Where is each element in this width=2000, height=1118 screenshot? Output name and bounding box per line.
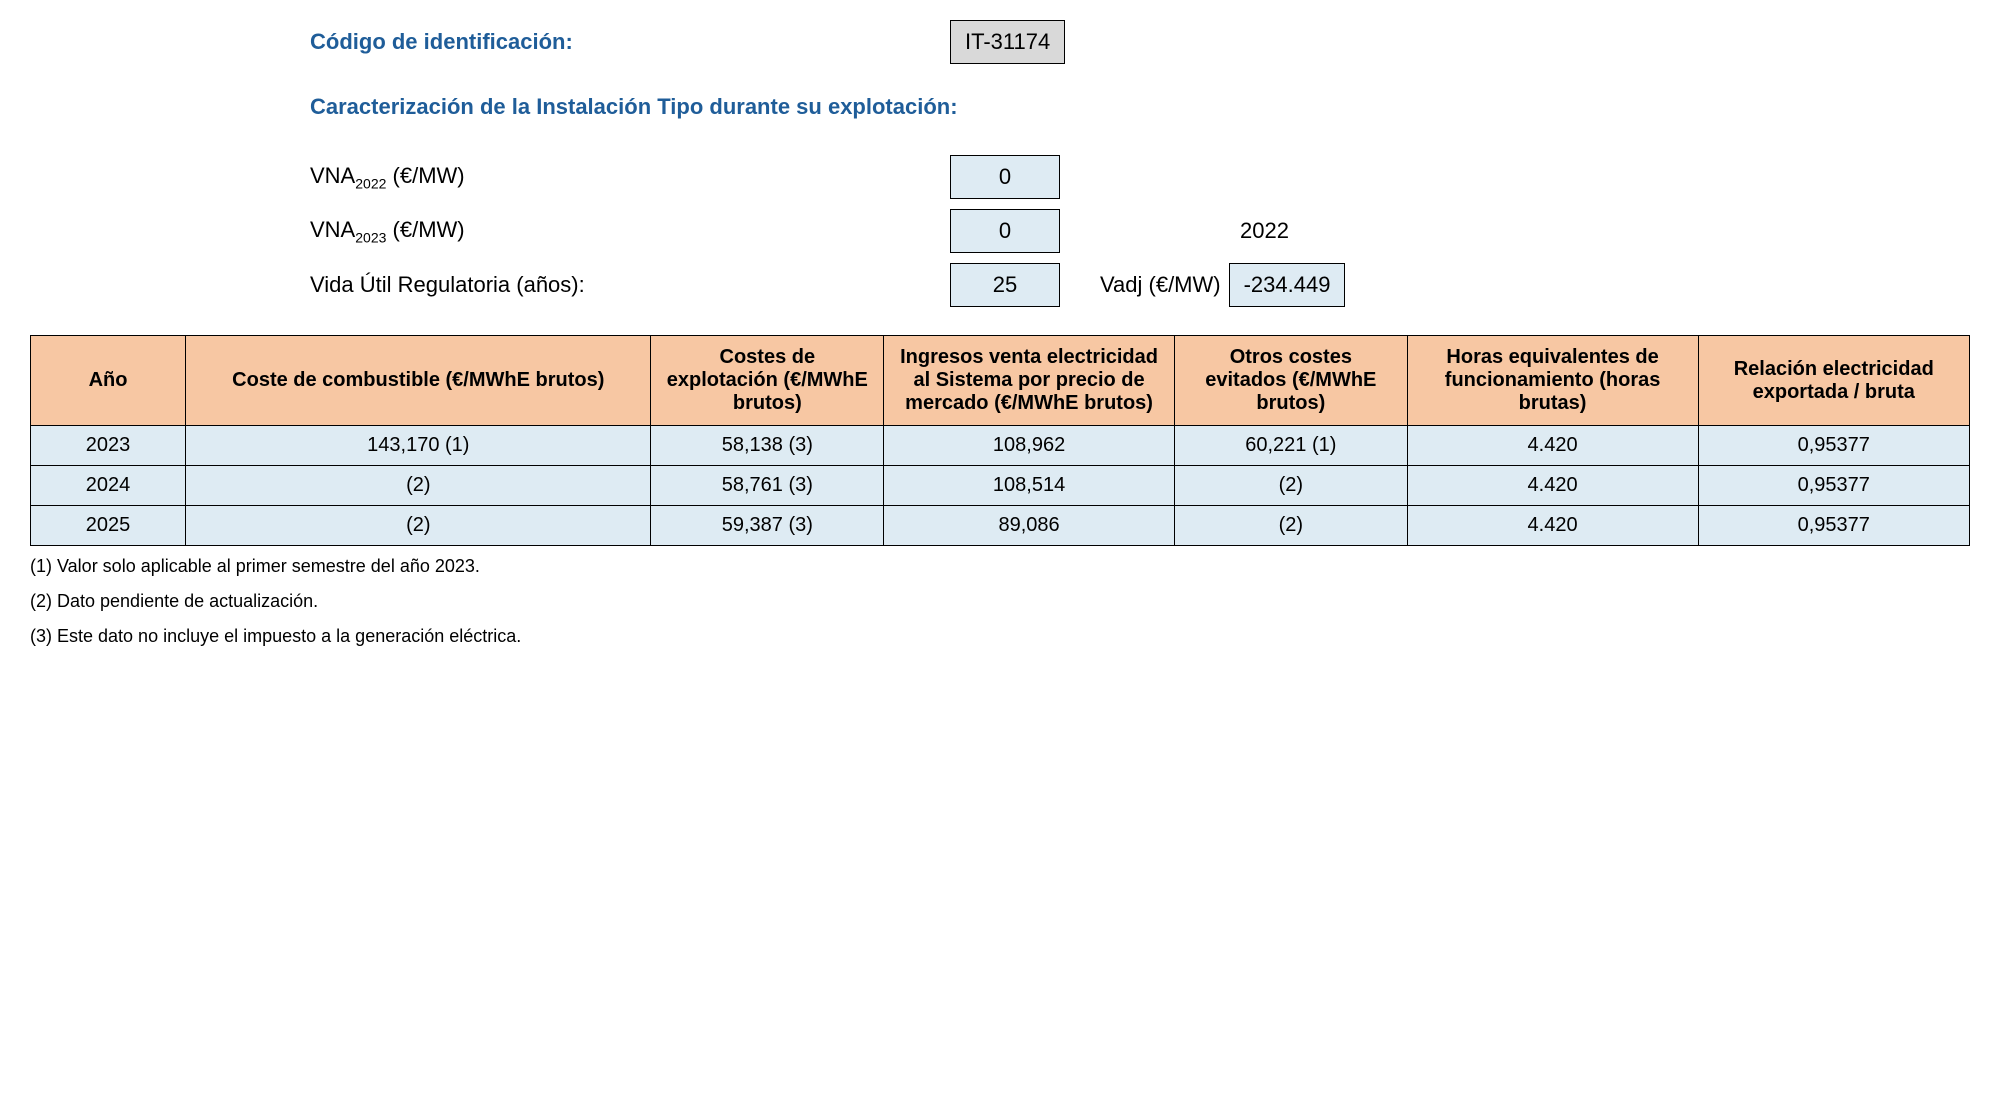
cell-hours: 4.420 [1407, 426, 1698, 466]
footnotes: (1) Valor solo aplicable al primer semes… [30, 556, 1970, 647]
cell-other: (2) [1174, 466, 1407, 506]
cell-other: (2) [1174, 506, 1407, 546]
vida-value: 25 [950, 263, 1060, 307]
section-title: Caracterización de la Instalación Tipo d… [310, 94, 1970, 120]
col-year: Año [31, 336, 186, 426]
vna2023-value: 0 [950, 209, 1060, 253]
vna2022-label: VNA2022 (€/MW) [310, 163, 950, 191]
table-header-row: Año Coste de combustible (€/MWhE brutos)… [31, 336, 1970, 426]
vadj-section: Vadj (€/MW) -234.449 [1100, 263, 1345, 307]
id-value: IT-31174 [950, 20, 1065, 64]
col-cost: Costes de explotación (€/MWhE brutos) [651, 336, 884, 426]
vna2023-row: VNA2023 (€/MW) 0 2022 [310, 209, 1970, 253]
cell-cost: 58,138 (3) [651, 426, 884, 466]
cell-year: 2024 [31, 466, 186, 506]
cell-year: 2025 [31, 506, 186, 546]
vadj-value: -234.449 [1229, 263, 1346, 307]
col-other: Otros costes evitados (€/MWhE brutos) [1174, 336, 1407, 426]
cell-fuel: (2) [186, 466, 651, 506]
data-table: Año Coste de combustible (€/MWhE brutos)… [30, 335, 1970, 546]
cell-cost: 58,761 (3) [651, 466, 884, 506]
vna2023-label: VNA2023 (€/MW) [310, 217, 950, 245]
cell-cost: 59,387 (3) [651, 506, 884, 546]
cell-income: 108,514 [884, 466, 1175, 506]
cell-income: 89,086 [884, 506, 1175, 546]
cell-other: 60,221 (1) [1174, 426, 1407, 466]
cell-fuel: (2) [186, 506, 651, 546]
vna2022-value: 0 [950, 155, 1060, 199]
cell-hours: 4.420 [1407, 506, 1698, 546]
cell-ratio: 0,95377 [1698, 466, 1970, 506]
cell-ratio: 0,95377 [1698, 426, 1970, 466]
vida-row: Vida Útil Regulatoria (años): 25 Vadj (€… [310, 263, 1970, 307]
vida-label: Vida Útil Regulatoria (años): [310, 272, 950, 298]
id-row: Código de identificación: IT-31174 [310, 20, 1970, 64]
footnote-1: (1) Valor solo aplicable al primer semes… [30, 556, 1970, 577]
col-income: Ingresos venta electricidad al Sistema p… [884, 336, 1175, 426]
header-section: Código de identificación: IT-31174 Carac… [310, 20, 1970, 307]
table-body: 2023 143,170 (1) 58,138 (3) 108,962 60,2… [31, 426, 1970, 546]
col-ratio: Relación electricidad exportada / bruta [1698, 336, 1970, 426]
col-fuel: Coste de combustible (€/MWhE brutos) [186, 336, 651, 426]
table-row: 2024 (2) 58,761 (3) 108,514 (2) 4.420 0,… [31, 466, 1970, 506]
vna2022-row: VNA2022 (€/MW) 0 [310, 155, 1970, 199]
cell-hours: 4.420 [1407, 466, 1698, 506]
id-label: Código de identificación: [310, 29, 950, 55]
table-row: 2025 (2) 59,387 (3) 89,086 (2) 4.420 0,9… [31, 506, 1970, 546]
col-hours: Horas equivalentes de funcionamiento (ho… [1407, 336, 1698, 426]
vna-year: 2022 [1240, 218, 1289, 244]
cell-year: 2023 [31, 426, 186, 466]
vadj-label: Vadj (€/MW) [1100, 272, 1221, 298]
footnote-2: (2) Dato pendiente de actualización. [30, 591, 1970, 612]
footnote-3: (3) Este dato no incluye el impuesto a l… [30, 626, 1970, 647]
cell-income: 108,962 [884, 426, 1175, 466]
table-row: 2023 143,170 (1) 58,138 (3) 108,962 60,2… [31, 426, 1970, 466]
cell-fuel: 143,170 (1) [186, 426, 651, 466]
cell-ratio: 0,95377 [1698, 506, 1970, 546]
